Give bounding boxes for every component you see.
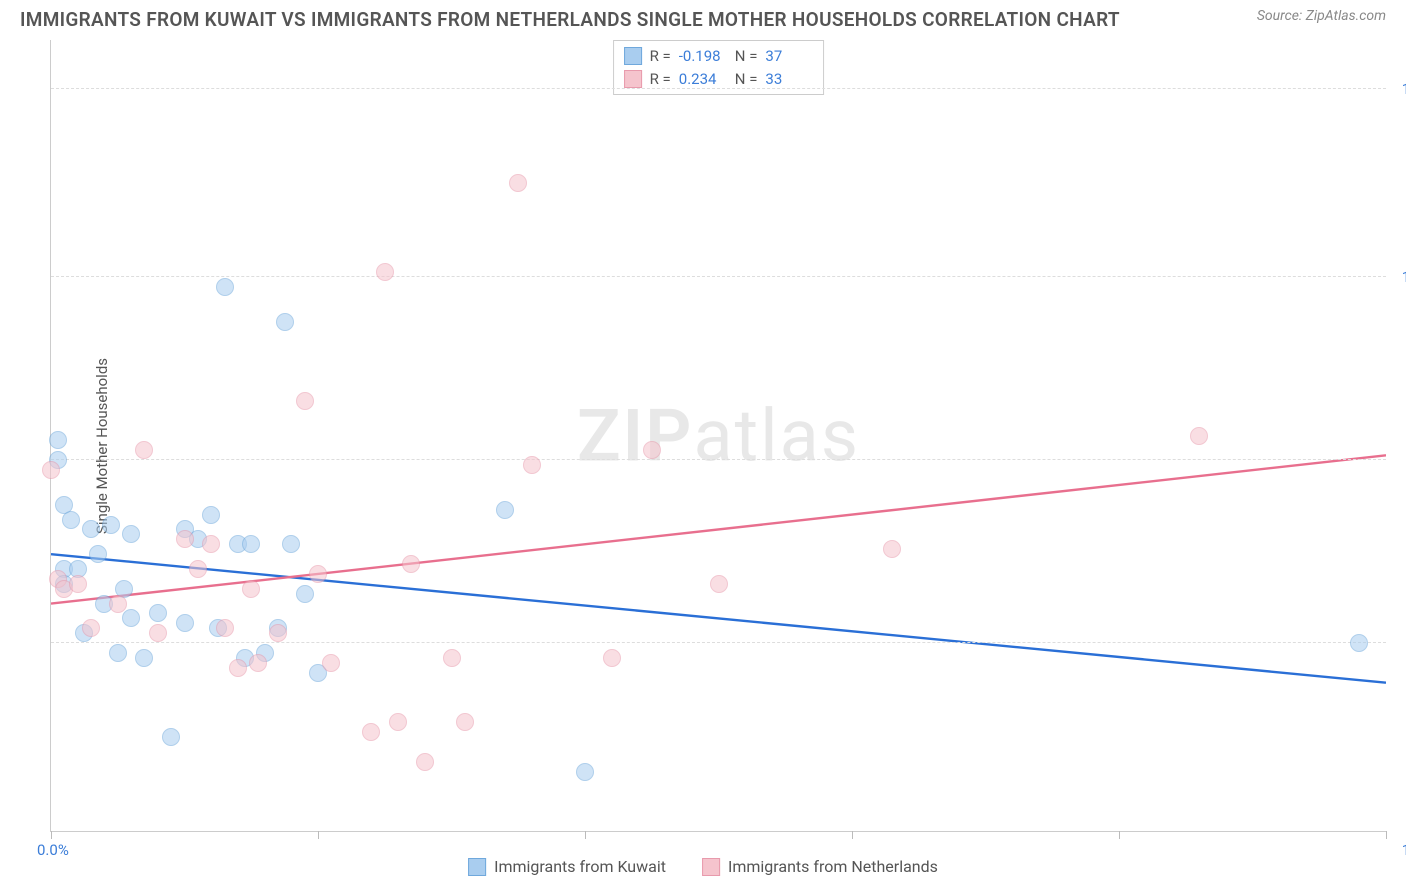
- data-point: [376, 263, 394, 281]
- data-point: [576, 763, 594, 781]
- data-point: [242, 535, 260, 553]
- data-point: [102, 516, 120, 534]
- data-point: [242, 580, 260, 598]
- x-tick: [51, 831, 52, 839]
- data-point: [309, 565, 327, 583]
- gridline: [51, 642, 1386, 643]
- data-point: [603, 649, 621, 667]
- x-axis-max-label: 10.0%: [1402, 841, 1406, 859]
- data-point: [62, 511, 80, 529]
- x-tick: [585, 831, 586, 839]
- data-point: [496, 501, 514, 519]
- data-point: [710, 575, 728, 593]
- data-point: [216, 619, 234, 637]
- x-tick: [852, 831, 853, 839]
- trend-lines-svg: [51, 40, 1386, 831]
- stats-row-kuwait: R = -0.198 N = 37: [624, 45, 814, 68]
- data-point: [389, 713, 407, 731]
- data-point: [1190, 427, 1208, 445]
- data-point: [135, 441, 153, 459]
- data-point: [456, 713, 474, 731]
- data-point: [296, 392, 314, 410]
- y-tick-label: 15.0%: [1402, 80, 1406, 98]
- data-point: [443, 649, 461, 667]
- data-point: [509, 174, 527, 192]
- x-tick: [1386, 831, 1387, 839]
- gridline: [51, 276, 1386, 277]
- data-point: [643, 441, 661, 459]
- data-point: [82, 520, 100, 538]
- correlation-stats-box: R = -0.198 N = 37 R = 0.234 N = 33: [613, 40, 825, 95]
- data-point: [322, 654, 340, 672]
- y-tick-label: 11.2%: [1402, 268, 1406, 286]
- data-point: [42, 461, 60, 479]
- data-point: [416, 753, 434, 771]
- data-point: [402, 555, 420, 573]
- data-point: [149, 624, 167, 642]
- data-point: [176, 614, 194, 632]
- source-attribution: Source: ZipAtlas.com: [1257, 8, 1386, 24]
- legend-item-netherlands: Immigrants from Netherlands: [702, 857, 938, 876]
- chart-title: IMMIGRANTS FROM KUWAIT VS IMMIGRANTS FRO…: [20, 8, 1120, 31]
- stats-row-netherlands: R = 0.234 N = 33: [624, 68, 814, 91]
- data-point: [69, 575, 87, 593]
- data-point: [229, 659, 247, 677]
- x-axis-min-label: 0.0%: [37, 841, 69, 859]
- gridline: [51, 88, 1386, 89]
- data-point: [135, 649, 153, 667]
- x-tick: [318, 831, 319, 839]
- data-point: [176, 530, 194, 548]
- data-point: [189, 560, 207, 578]
- gridline: [51, 459, 1386, 460]
- data-point: [149, 604, 167, 622]
- data-point: [216, 278, 234, 296]
- data-point: [202, 506, 220, 524]
- swatch-kuwait: [468, 858, 486, 876]
- data-point: [1350, 634, 1368, 652]
- data-point: [276, 313, 294, 331]
- data-point: [162, 728, 180, 746]
- data-point: [269, 624, 287, 642]
- watermark-text: ZIPatlas: [577, 393, 860, 478]
- data-point: [122, 525, 140, 543]
- data-point: [49, 431, 67, 449]
- data-point: [109, 595, 127, 613]
- data-point: [362, 723, 380, 741]
- data-point: [249, 654, 267, 672]
- data-point: [109, 644, 127, 662]
- swatch-netherlands: [624, 70, 642, 88]
- data-point: [202, 535, 220, 553]
- swatch-kuwait: [624, 47, 642, 65]
- data-point: [89, 545, 107, 563]
- data-point: [82, 619, 100, 637]
- data-point: [282, 535, 300, 553]
- swatch-netherlands: [702, 858, 720, 876]
- x-tick: [1119, 831, 1120, 839]
- data-point: [883, 540, 901, 558]
- legend-item-kuwait: Immigrants from Kuwait: [468, 857, 666, 876]
- scatter-chart: ZIPatlas R = -0.198 N = 37 R = 0.234 N =…: [50, 40, 1386, 832]
- data-point: [122, 609, 140, 627]
- data-point: [523, 456, 541, 474]
- data-point: [296, 585, 314, 603]
- chart-legend: Immigrants from Kuwait Immigrants from N…: [468, 857, 938, 876]
